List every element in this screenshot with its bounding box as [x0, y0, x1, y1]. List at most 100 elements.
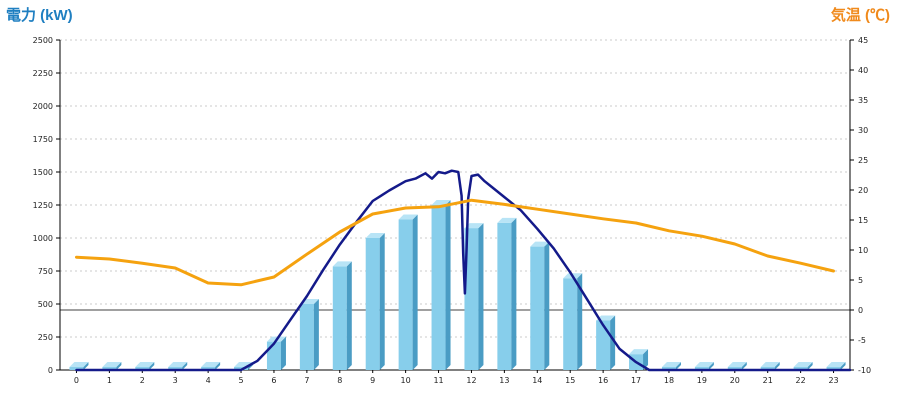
temperature-line: [75, 198, 835, 287]
power-line: [75, 169, 852, 372]
y2-tick-label: 40: [858, 66, 868, 75]
power-bar: [530, 246, 545, 370]
power-bar-side: [774, 362, 780, 370]
power-bar: [464, 228, 479, 370]
x-tick-label: 19: [697, 376, 707, 385]
y-tick-label: 750: [38, 267, 53, 276]
x-tick-label: 11: [433, 376, 443, 385]
x-tick-label: 20: [730, 376, 740, 385]
power-bar-top: [530, 241, 550, 247]
x-tick-label: 14: [532, 376, 542, 385]
power-bar-top: [431, 200, 451, 205]
x-tick-label: 6: [271, 376, 276, 385]
power-bar-side: [149, 362, 155, 370]
power-bar-side: [83, 362, 89, 370]
x-tick-label: 1: [107, 376, 112, 385]
power-bar: [431, 205, 446, 370]
power-bar-top: [793, 362, 813, 367]
power-bar: [563, 278, 578, 370]
x-tick-label: 0: [74, 376, 79, 385]
power-bar-top: [201, 362, 221, 367]
power-bar-side: [379, 233, 385, 370]
power-bar-side: [346, 261, 352, 370]
y2-tick-label: -5: [858, 336, 866, 345]
power-bar: [826, 367, 841, 370]
power-bar-side: [840, 362, 846, 370]
power-bar-top: [629, 349, 649, 355]
power-bar-top: [826, 362, 846, 367]
x-tick-label: 21: [763, 376, 773, 385]
y2-tick-label: 30: [858, 126, 868, 135]
x-tick-label: 15: [565, 376, 575, 385]
power-bar-side: [577, 273, 583, 370]
power-bar-side: [478, 223, 484, 370]
power-bar: [332, 266, 347, 370]
power-bar-top: [694, 362, 714, 367]
power-bar: [596, 320, 611, 370]
y2-tick-label: 5: [858, 276, 863, 285]
x-tick-label: 18: [664, 376, 674, 385]
x-tick-label: 5: [238, 376, 243, 385]
power-bar-side: [412, 214, 418, 370]
y2-tick-label: 20: [858, 186, 868, 195]
y-tick-label: 1250: [33, 201, 53, 210]
power-bar: [727, 367, 742, 370]
x-tick-label: 23: [828, 376, 838, 385]
power-bar-side: [182, 362, 188, 370]
x-tick-label: 3: [173, 376, 178, 385]
power-bar: [135, 367, 150, 370]
y-tick-label: 0: [48, 366, 53, 375]
power-bar: [760, 367, 775, 370]
power-bar: [69, 367, 84, 370]
power-bar-top: [398, 214, 418, 220]
y-tick-label: 250: [38, 333, 53, 342]
power-bar-top: [727, 362, 747, 367]
y2-tick-label: 25: [858, 156, 868, 165]
right-axis-title: 気温 (℃): [830, 7, 890, 24]
power-bar: [102, 367, 117, 370]
x-tick-label: 17: [631, 376, 641, 385]
power-bar-top: [365, 233, 385, 238]
power-bar-side: [807, 362, 813, 370]
left-axis-title: 電力 (kW): [6, 7, 73, 24]
power-bar: [694, 367, 709, 370]
y-tick-label: 500: [38, 300, 53, 309]
x-tick-label: 16: [598, 376, 608, 385]
y-tick-label: 1500: [33, 168, 53, 177]
power-bar-top: [69, 362, 89, 367]
x-tick-label: 12: [466, 376, 476, 385]
y2-tick-label: 0: [858, 306, 863, 315]
y-tick-label: 1750: [33, 135, 53, 144]
x-tick-label: 13: [499, 376, 509, 385]
x-tick-label: 2: [140, 376, 145, 385]
y-tick-label: 2000: [33, 102, 53, 111]
power-bar-side: [445, 200, 451, 370]
x-tick-label: 4: [206, 376, 211, 385]
power-bar-side: [511, 217, 517, 370]
x-tick-label: 7: [304, 376, 309, 385]
power-bar-top: [332, 261, 352, 267]
power-bar-side: [280, 336, 286, 370]
power-bar-top: [168, 362, 188, 367]
power-bar: [201, 367, 216, 370]
y2-tick-label: -10: [858, 366, 871, 375]
power-bar-side: [643, 349, 649, 370]
power-bar-side: [675, 362, 681, 370]
y2-tick-label: 15: [858, 216, 868, 225]
power-bar: [793, 367, 808, 370]
power-bar-top: [760, 362, 780, 367]
power-bar-top: [661, 362, 681, 367]
y-tick-label: 2250: [33, 69, 53, 78]
x-tick-label: 22: [796, 376, 806, 385]
power-bar-side: [741, 362, 747, 370]
power-bar: [661, 367, 676, 370]
power-bar: [398, 219, 413, 370]
power-bar: [266, 341, 281, 370]
power-bar: [497, 222, 512, 370]
power-bar-side: [313, 299, 319, 370]
y2-tick-label: 45: [858, 36, 868, 45]
power-bar-top: [464, 223, 484, 229]
power-bar: [365, 238, 380, 370]
x-tick-label: 9: [370, 376, 375, 385]
